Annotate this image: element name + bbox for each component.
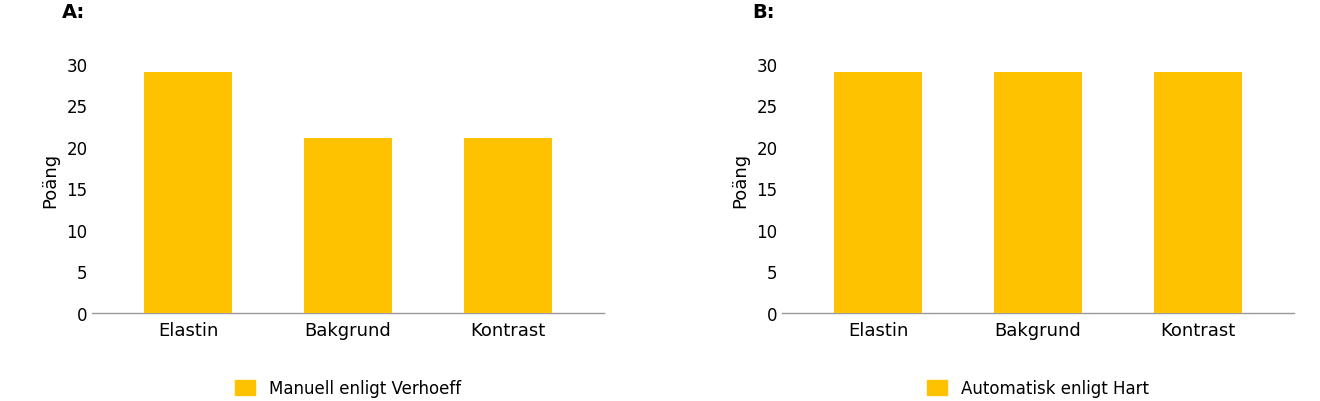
Legend: Manuell enligt Verhoeff: Manuell enligt Verhoeff bbox=[235, 379, 461, 397]
Bar bbox=[994, 73, 1082, 313]
Bar bbox=[463, 139, 552, 313]
Bar bbox=[1154, 73, 1242, 313]
Bar bbox=[144, 73, 232, 313]
Y-axis label: Poäng: Poäng bbox=[731, 153, 750, 208]
Bar bbox=[834, 73, 923, 313]
Y-axis label: Poäng: Poäng bbox=[41, 153, 59, 208]
Text: A:: A: bbox=[62, 3, 84, 22]
Legend: Automatisk enligt Hart: Automatisk enligt Hart bbox=[928, 379, 1148, 397]
Text: B:: B: bbox=[752, 3, 775, 22]
Bar bbox=[304, 139, 392, 313]
